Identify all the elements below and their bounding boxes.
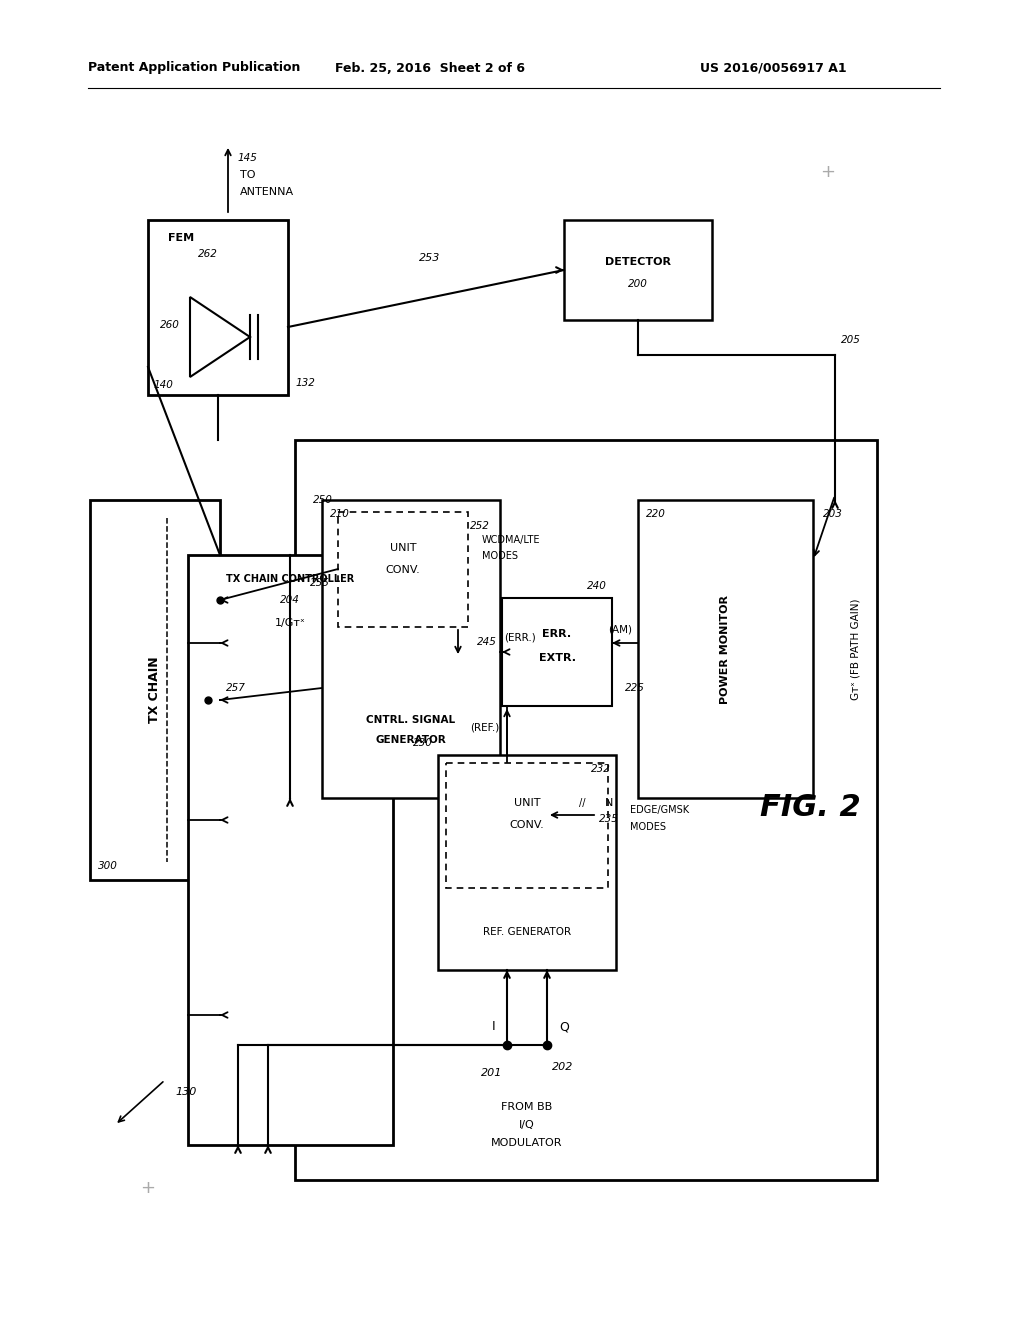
Text: 235: 235: [599, 814, 618, 824]
Text: TX CHAIN: TX CHAIN: [148, 656, 162, 723]
Text: 253: 253: [419, 253, 440, 263]
Text: GENERATOR: GENERATOR: [376, 735, 446, 744]
Text: (REF.): (REF.): [470, 723, 500, 733]
Text: 240: 240: [587, 581, 607, 591]
Text: DETECTOR: DETECTOR: [605, 257, 671, 267]
Text: POWER MONITOR: POWER MONITOR: [720, 594, 730, 704]
Text: 225: 225: [625, 682, 645, 693]
Text: MODES: MODES: [630, 822, 666, 832]
Text: 232: 232: [591, 764, 611, 774]
Bar: [148, 220, 288, 395]
Text: US 2016/0056917 A1: US 2016/0056917 A1: [700, 62, 847, 74]
Text: +: +: [820, 162, 836, 181]
Text: ANTENNA: ANTENNA: [240, 187, 294, 197]
Text: (ERR.): (ERR.): [504, 634, 536, 643]
Text: I: I: [492, 1020, 495, 1034]
Bar: [446, 763, 608, 888]
Text: 255: 255: [310, 578, 330, 587]
Text: 145: 145: [238, 153, 258, 162]
Bar: [638, 500, 813, 799]
Text: 220: 220: [646, 510, 666, 519]
Text: //: //: [579, 799, 586, 808]
Text: 250: 250: [313, 495, 333, 506]
Text: +: +: [140, 1179, 156, 1197]
Text: UNIT: UNIT: [514, 799, 541, 808]
Bar: [564, 220, 712, 319]
Text: MODULATOR: MODULATOR: [492, 1138, 563, 1148]
Bar: [188, 554, 393, 1144]
Text: 140: 140: [153, 380, 173, 389]
Bar: [338, 512, 468, 627]
Text: 1/Gᴛˣ: 1/Gᴛˣ: [274, 618, 305, 628]
Text: Patent Application Publication: Patent Application Publication: [88, 62, 300, 74]
Text: 203: 203: [823, 510, 843, 519]
Text: 257: 257: [226, 682, 246, 693]
Text: CONV.: CONV.: [510, 820, 545, 830]
Text: 201: 201: [480, 1068, 502, 1078]
Text: EDGE/GMSK: EDGE/GMSK: [630, 805, 689, 814]
Text: 252: 252: [470, 521, 489, 531]
Text: 204: 204: [280, 595, 300, 605]
Text: 245: 245: [477, 638, 497, 647]
Text: EXTR.: EXTR.: [539, 653, 575, 663]
Text: N: N: [605, 799, 613, 808]
Text: TO: TO: [240, 170, 256, 180]
Text: Feb. 25, 2016  Sheet 2 of 6: Feb. 25, 2016 Sheet 2 of 6: [335, 62, 525, 74]
Text: 132: 132: [296, 378, 315, 388]
Text: TX CHAIN CONTROLLER: TX CHAIN CONTROLLER: [226, 574, 354, 583]
Text: 202: 202: [552, 1063, 573, 1072]
Text: ERR.: ERR.: [543, 630, 571, 639]
Text: 260: 260: [160, 319, 180, 330]
Text: REF. GENERATOR: REF. GENERATOR: [483, 927, 571, 937]
Text: 130: 130: [175, 1086, 197, 1097]
Text: (AM): (AM): [608, 624, 632, 634]
Text: 262: 262: [198, 249, 218, 259]
Text: CNTRL. SIGNAL: CNTRL. SIGNAL: [367, 715, 456, 725]
Text: 200: 200: [628, 279, 648, 289]
Text: 230: 230: [413, 738, 433, 748]
Text: UNIT: UNIT: [390, 543, 416, 553]
Bar: [322, 500, 500, 799]
Text: FIG. 2: FIG. 2: [760, 793, 861, 822]
Bar: [90, 500, 220, 880]
Bar: [438, 755, 616, 970]
Text: WCDMA/LTE: WCDMA/LTE: [482, 535, 541, 545]
Text: 205: 205: [841, 335, 861, 345]
Text: 210: 210: [330, 510, 350, 519]
Text: FEM: FEM: [168, 234, 195, 243]
Bar: [295, 440, 877, 1180]
Text: I/Q: I/Q: [519, 1119, 535, 1130]
Text: CONV.: CONV.: [386, 565, 421, 576]
Text: Q: Q: [559, 1020, 569, 1034]
Text: FROM BB: FROM BB: [502, 1102, 553, 1111]
Text: 300: 300: [98, 861, 118, 871]
Text: Gᴛˣ (FB PATH GAIN): Gᴛˣ (FB PATH GAIN): [850, 598, 860, 700]
Text: MODES: MODES: [482, 550, 518, 561]
Bar: [502, 598, 612, 706]
